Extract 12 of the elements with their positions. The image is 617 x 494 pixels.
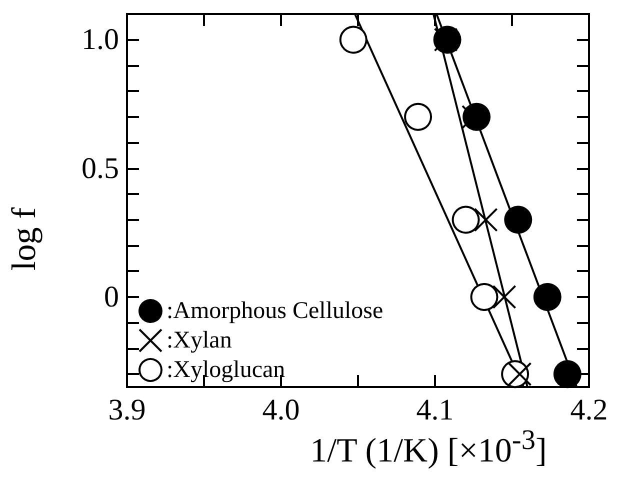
legend-label: :Amorphous Cellulose [166, 298, 384, 324]
y-axis-title: log f [6, 206, 44, 273]
y-tick-label: 1.0 [82, 23, 119, 56]
y-tick-label: 0.5 [82, 152, 119, 185]
x-tick-label: 4.2 [570, 394, 608, 426]
y-tick-label: 0 [104, 280, 119, 314]
x-tick-label: 4.1 [416, 394, 454, 426]
legend-label: :Xyloglucan [166, 357, 286, 383]
legend-label: :Xylan [166, 328, 232, 354]
x-axis-title: 1/T (1/K) [×10$^{-3}$] [309, 425, 548, 470]
x-tick-label: 3.9 [108, 394, 146, 426]
text: 4.0 [262, 394, 300, 426]
